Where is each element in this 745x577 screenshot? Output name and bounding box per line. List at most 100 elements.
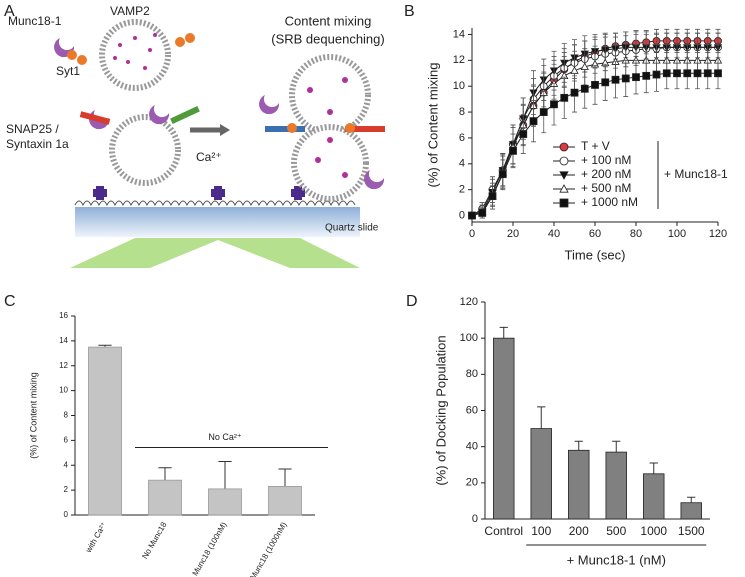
y-tick-label: 100: [460, 332, 478, 344]
bar: [493, 337, 515, 520]
marker: [632, 73, 640, 82]
error-bar: [158, 467, 172, 481]
label: Munc18-1: [8, 14, 62, 28]
marker: [550, 100, 558, 109]
x-tick-label: with Ca²⁺: [83, 521, 108, 555]
legend-label: T + V: [581, 139, 610, 153]
y-tick-label: 4: [64, 460, 69, 469]
bar: [605, 451, 627, 520]
slide-label: Quartz slide: [325, 223, 379, 234]
vesicle: [291, 124, 369, 202]
panel-label: D: [406, 293, 418, 310]
x-tick-label: 200: [569, 524, 589, 538]
x-tick-label: Control: [484, 524, 523, 538]
error-bar: [574, 440, 583, 451]
marker: [570, 88, 579, 97]
y-tick-label: 16: [59, 311, 68, 320]
x-tick-label: 0: [469, 228, 475, 240]
y-tick-label: 14: [59, 336, 68, 345]
legend-label: + 1000 nM: [581, 195, 638, 209]
snare-complexes: [67, 33, 385, 133]
y-tick-label: 6: [64, 435, 69, 444]
marker: [714, 69, 722, 78]
diagram: A Quartz slide: [4, 3, 385, 268]
x-axis-label: + Munc18-1 (nM): [567, 552, 666, 567]
label: Content mixing: [285, 13, 372, 28]
y-tick-label: 80: [466, 368, 478, 380]
y-tick-label: 14: [453, 28, 465, 40]
marker: [529, 117, 538, 126]
bar: [268, 485, 302, 516]
vesicle: [289, 54, 371, 136]
panel-label: C: [4, 293, 16, 310]
error-bar: [649, 462, 658, 474]
bar: [680, 502, 702, 520]
panel-label: A: [4, 3, 15, 20]
marker: [591, 81, 599, 89]
marker: [559, 142, 569, 152]
label: VAMP2: [110, 4, 150, 18]
marker: [703, 69, 712, 78]
marker: [519, 130, 528, 138]
bar: [530, 428, 552, 520]
marker: [652, 70, 661, 79]
marker: [559, 171, 569, 180]
x-tick-label: 100: [531, 524, 551, 538]
x-tick-label: 120: [709, 228, 727, 240]
y-tick-label: 60: [466, 404, 478, 416]
x-tick-label: No Munc18: [140, 520, 169, 560]
x-tick-label: 80: [630, 228, 642, 240]
panel-label: B: [404, 3, 415, 20]
marker: [621, 74, 630, 83]
x-tick-label: 500: [606, 524, 626, 538]
marker: [468, 211, 476, 220]
y-tick-label: 8: [459, 106, 465, 118]
bar: [208, 488, 242, 516]
marker: [509, 146, 517, 155]
marker: [560, 93, 569, 102]
vesicle: [109, 114, 181, 186]
bar: [568, 449, 590, 520]
light-beam: [70, 238, 360, 268]
bar: [148, 479, 182, 516]
error-bar: [278, 468, 292, 487]
y-tick-label: 2: [459, 184, 465, 196]
marker: [580, 84, 589, 93]
marker: [539, 108, 548, 116]
vesicle: [99, 19, 171, 91]
error-bar: [218, 461, 232, 489]
y-tick-label: 10: [59, 386, 68, 395]
x-tick-label: Munc18 (1000nM): [248, 520, 288, 577]
y-tick-label: 0: [64, 510, 69, 519]
y-tick-label: 0: [459, 209, 465, 221]
bar: [88, 346, 122, 516]
legend-group-label: + Munc18-1: [664, 167, 728, 181]
y-tick-label: 2: [64, 485, 69, 494]
marker: [559, 184, 569, 193]
marker: [673, 69, 681, 78]
marker: [559, 156, 569, 166]
error-bar: [499, 326, 508, 339]
biotin-anchors: [93, 186, 305, 200]
marker: [559, 198, 569, 208]
error-bar: [612, 440, 621, 453]
peg-layer: [74, 200, 356, 207]
y-axis-label: (%) of Content mixing: [425, 63, 440, 188]
legend-label: + 100 nM: [581, 153, 631, 167]
legend-label: + 500 nM: [581, 181, 631, 195]
label: SNAP25 /: [6, 122, 59, 136]
marker: [683, 69, 692, 78]
y-axis-label: (%) of Content mixing: [28, 372, 38, 459]
marker: [570, 66, 579, 74]
y-tick-label: 120: [460, 296, 478, 308]
y-tick-label: 0: [472, 513, 478, 525]
marker: [611, 75, 620, 84]
label: Syntaxin 1a: [6, 137, 69, 151]
legend-label: + 200 nM: [581, 167, 631, 181]
marker: [488, 192, 497, 201]
marker: [478, 209, 487, 217]
x-tick-label: 100: [668, 228, 686, 240]
y-tick-label: 8: [64, 411, 69, 420]
marker: [601, 78, 610, 87]
